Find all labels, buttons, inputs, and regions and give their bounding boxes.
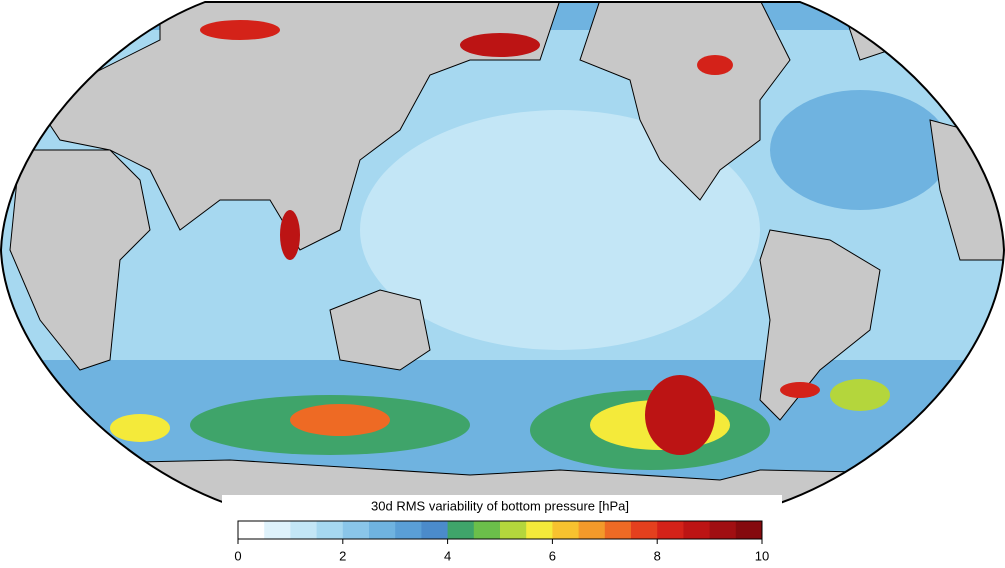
colorbar-segment [631, 521, 658, 539]
colorbar-segment [342, 521, 370, 539]
hotspot-hudson [697, 55, 733, 75]
colorbar-segment [421, 521, 449, 539]
colorbar-frame [237, 520, 763, 540]
tick-label: 8 [654, 548, 661, 563]
colorbar-segment [500, 521, 527, 539]
colorbar-segment [526, 521, 553, 539]
colorbar-segment [369, 521, 396, 539]
colorbar-segment [473, 521, 501, 539]
antarctica [1, 459, 1004, 503]
anomaly-atlantic [830, 379, 890, 411]
hotspot-baltic [200, 20, 280, 40]
hotspot-asia [280, 210, 300, 260]
australia [329, 289, 431, 371]
anomaly-southwest [110, 414, 170, 442]
tick-label: 10 [755, 548, 769, 563]
colorbar-segment [395, 521, 422, 539]
colorbar-segment [578, 521, 606, 539]
anomaly-pacific-core [645, 375, 715, 455]
hotspot-siberia [460, 33, 540, 57]
ocean-low [360, 110, 760, 350]
colorbar-segment [238, 521, 265, 539]
africa [9, 149, 151, 371]
tick-label: 4 [444, 548, 451, 563]
hotspot-patagonia [780, 382, 820, 398]
colorbar-segment [657, 521, 684, 539]
colorbar-segment [290, 521, 318, 539]
tick-label: 6 [549, 548, 556, 563]
colorbar-segment [316, 521, 344, 539]
colorbar-segment [683, 521, 711, 539]
ocean-atlantic [770, 90, 950, 210]
colorbar-title: 30d RMS variability of bottom pressure [… [371, 498, 629, 513]
tick-label: 0 [234, 548, 241, 563]
tick-label: 2 [339, 548, 346, 563]
colorbar-segment [709, 521, 737, 539]
map [1, 2, 1004, 503]
colorbar-segment [447, 521, 475, 539]
colorbar-segment [552, 521, 580, 539]
colorbar-segment [604, 521, 632, 539]
anomaly-indian-core [290, 404, 390, 436]
colorbar-segment [735, 521, 763, 539]
colorbar-segment [264, 521, 291, 539]
north-america [579, 2, 791, 201]
